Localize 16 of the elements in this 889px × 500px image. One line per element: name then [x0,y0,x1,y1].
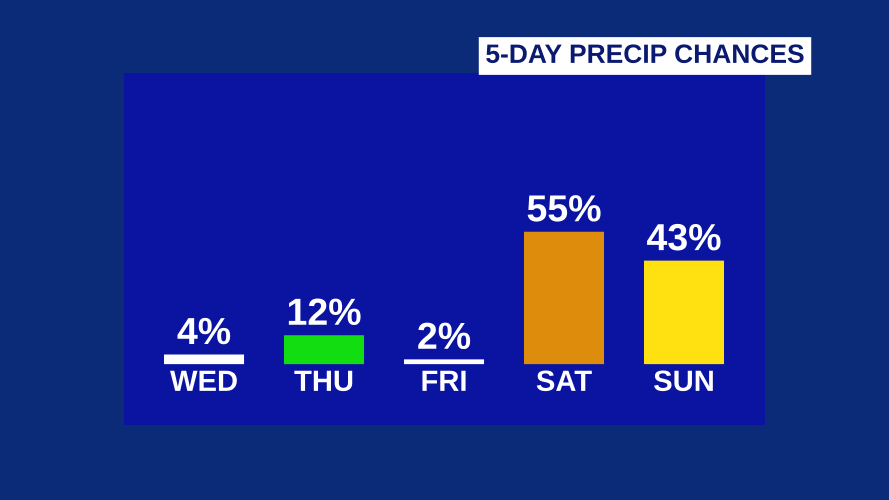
data-label: 12% [288,298,361,325]
chart-title: 5-DAY PRECIP CHANCES [486,44,804,64]
x-tick-label: WED [170,370,237,391]
x-tick-label: SUN [654,370,713,392]
data-label: 4% [178,318,230,344]
bar [284,335,364,364]
data-label: 43% [647,224,721,251]
x-tick-label: SAT [536,370,592,392]
bar [164,354,244,364]
data-label: 2% [418,322,470,350]
data-label: 55% [528,195,601,222]
x-tick-label: THU [294,370,352,392]
bar [404,359,484,364]
bar [644,260,724,364]
x-tick-label: FRI [422,370,466,391]
bar [524,232,604,364]
